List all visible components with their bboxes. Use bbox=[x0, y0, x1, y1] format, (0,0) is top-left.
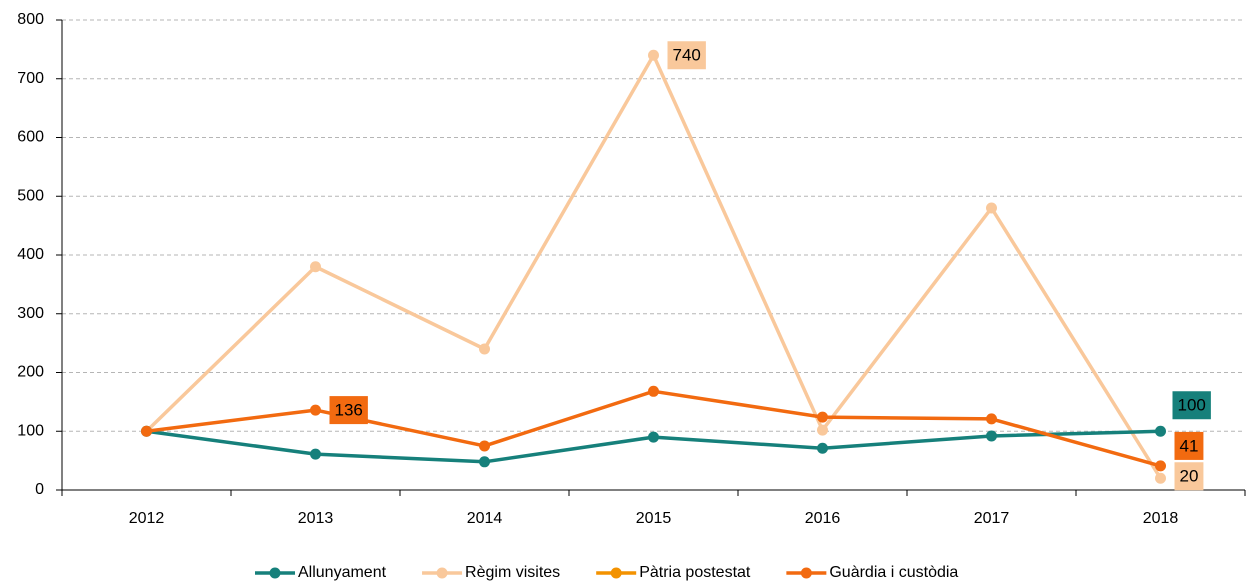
point bbox=[817, 442, 828, 454]
point bbox=[141, 425, 152, 437]
point bbox=[1155, 460, 1166, 472]
point bbox=[986, 413, 997, 425]
point bbox=[817, 424, 828, 436]
y-tick-label: 400 bbox=[17, 246, 44, 263]
point bbox=[479, 343, 490, 355]
x-tick-label: 2017 bbox=[974, 510, 1010, 527]
data-label-box bbox=[1172, 391, 1211, 420]
series-line bbox=[145, 53, 1162, 480]
legend-marker bbox=[269, 567, 281, 579]
legend-marker bbox=[436, 567, 448, 579]
point bbox=[648, 385, 659, 397]
point bbox=[648, 49, 659, 61]
y-tick-label: 200 bbox=[17, 364, 44, 381]
point bbox=[986, 430, 997, 442]
x-tick-label: 2012 bbox=[129, 510, 165, 527]
data-label-box bbox=[1174, 431, 1204, 460]
point bbox=[817, 411, 828, 423]
legend-label: Règim visites bbox=[465, 564, 560, 581]
x-tick-label: 2016 bbox=[805, 510, 841, 527]
y-tick-label: 100 bbox=[17, 422, 44, 439]
point bbox=[310, 404, 321, 416]
data-label: 41 bbox=[1180, 436, 1199, 455]
legend-marker bbox=[610, 567, 622, 579]
point bbox=[479, 440, 490, 452]
x-tick-label: 2018 bbox=[1143, 510, 1179, 527]
y-tick-label: 600 bbox=[17, 129, 44, 146]
legend-label: Allunyament bbox=[298, 564, 387, 581]
data-label-box bbox=[329, 396, 368, 425]
y-tick-label: 700 bbox=[17, 70, 44, 87]
point bbox=[479, 456, 490, 468]
data-label: 100 bbox=[1178, 396, 1206, 415]
legend-label: Guàrdia i custòdia bbox=[829, 564, 958, 581]
x-tick-label: 2014 bbox=[467, 510, 503, 527]
point bbox=[648, 431, 659, 443]
data-label: 20 bbox=[1180, 467, 1199, 486]
data-label: 136 bbox=[335, 401, 363, 420]
data-label-box bbox=[667, 41, 706, 70]
point bbox=[1155, 425, 1166, 437]
data-label: 740 bbox=[673, 46, 701, 65]
series-line bbox=[146, 389, 1161, 468]
y-tick-label: 500 bbox=[17, 187, 44, 204]
x-tick-label: 2015 bbox=[636, 510, 672, 527]
point bbox=[1155, 472, 1166, 484]
point bbox=[310, 448, 321, 460]
legend-marker bbox=[800, 567, 812, 579]
point bbox=[986, 202, 997, 214]
y-tick-label: 300 bbox=[17, 305, 44, 322]
y-tick-label: 800 bbox=[17, 11, 44, 28]
point bbox=[310, 261, 321, 273]
y-tick-label: 0 bbox=[35, 481, 44, 498]
legend-label: Pàtria postestat bbox=[639, 564, 751, 581]
data-label-box bbox=[1174, 462, 1204, 491]
x-tick-label: 2013 bbox=[298, 510, 334, 527]
